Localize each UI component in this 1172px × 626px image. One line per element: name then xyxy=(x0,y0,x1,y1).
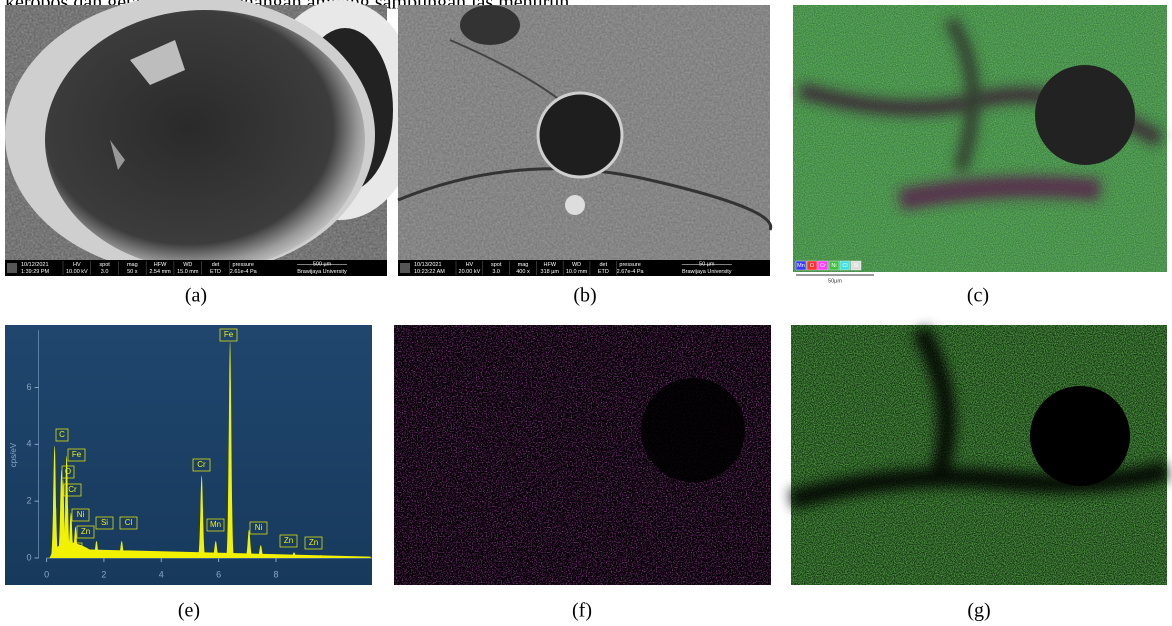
info-field-name: mag xyxy=(518,262,529,268)
logo xyxy=(7,263,17,273)
y-tick-label: 4 xyxy=(27,439,32,449)
lab-name: Brawijaya University xyxy=(682,269,732,275)
peak-label: O xyxy=(65,467,71,476)
x-tick-label: 4 xyxy=(159,569,164,579)
caption: (g) xyxy=(967,600,990,622)
info-date: 10/12/2021 xyxy=(21,262,49,268)
info-field-value: 2.67e-4 Pa xyxy=(617,269,645,275)
peak-label: Cr xyxy=(197,460,206,469)
info-field-name: det xyxy=(212,262,220,268)
sem-image-b xyxy=(398,5,771,276)
element-label: Cr xyxy=(820,263,826,269)
x-tick-label: 6 xyxy=(216,569,221,579)
eds-map-mn xyxy=(394,325,771,585)
x-tick-label: 2 xyxy=(101,569,106,579)
peak-label: Mn xyxy=(210,520,221,529)
info-field-value: 10.00 kV xyxy=(66,269,88,275)
peak-label: Zn xyxy=(309,538,318,547)
caption: (e) xyxy=(178,600,200,622)
element-label: Mn xyxy=(797,263,805,269)
info-date: 10/13/2021 xyxy=(414,262,442,268)
info-field-name: mag xyxy=(127,262,138,268)
info-field-value: 50 x xyxy=(127,269,138,275)
element-label: Si xyxy=(854,263,859,269)
info-field-value: 3.0 xyxy=(101,269,109,275)
logo xyxy=(400,263,410,273)
info-field-name: spot xyxy=(491,262,502,268)
lab-name: Brawijaya University xyxy=(297,269,347,275)
peak-label: Fe xyxy=(224,330,234,339)
info-time: 10:23:22 AM xyxy=(414,269,445,275)
info-field-name: HFW xyxy=(154,262,167,268)
info-field-value: ETD xyxy=(598,269,609,275)
info-field-value: 10.0 mm xyxy=(566,269,588,275)
info-field-value: 400 x xyxy=(516,269,530,275)
caption: (a) xyxy=(185,285,207,307)
info-field-name: WD xyxy=(183,262,192,268)
scale-label: 500 µm xyxy=(313,261,332,267)
element-label: Cl xyxy=(842,263,847,269)
info-field-value: 3.0 xyxy=(492,269,500,275)
info-field-name: spot xyxy=(99,262,110,268)
info-field-name: HFW xyxy=(543,262,556,268)
element-label: O xyxy=(810,263,815,269)
info-field-name: det xyxy=(600,262,608,268)
element-label: Ni xyxy=(831,263,836,269)
figure: kerobos dan getas sehingga tegangan amba… xyxy=(0,0,1172,626)
info-time: 1:39:29 PM xyxy=(21,269,50,275)
y-tick-label: 2 xyxy=(27,496,32,506)
peak-label: Zn xyxy=(81,527,90,536)
info-field-name: HV xyxy=(466,262,474,268)
info-field-name: pressure xyxy=(233,262,254,268)
y-tick-label: 6 xyxy=(27,382,32,392)
info-field-name: pressure xyxy=(619,262,640,268)
figure-page: kerobos dan getas sehingga tegangan amba… xyxy=(0,0,1172,626)
info-field-value: 2.54 mm xyxy=(149,269,171,275)
y-tick-label: 0 xyxy=(27,552,32,562)
x-tick-label: 8 xyxy=(273,569,278,579)
caption: (b) xyxy=(573,285,596,307)
scale-label: 50 µm xyxy=(699,261,715,267)
y-axis-label: cps/eV xyxy=(9,442,18,467)
peak-label: Ni xyxy=(255,523,263,532)
sem-image-a xyxy=(5,0,420,276)
info-field-value: 2.61e-4 Pa xyxy=(230,269,258,275)
info-field-value: 15.0 mm xyxy=(177,269,199,275)
info-field-value: 20.00 kV xyxy=(459,269,481,275)
peak-label: Si xyxy=(101,518,108,527)
peak-label: Cl xyxy=(125,518,133,527)
peak-label: Ni xyxy=(77,510,85,519)
info-field-value: ETD xyxy=(210,269,221,275)
eds-map-overlay xyxy=(793,5,1167,272)
info-field-name: HV xyxy=(73,262,81,268)
peak-label: Cr xyxy=(68,485,77,494)
peak-label: C xyxy=(59,430,65,439)
info-field-name: WD xyxy=(572,262,581,268)
peak-label: Mn xyxy=(68,544,79,553)
peak-label: Zn xyxy=(284,536,293,545)
caption: (c) xyxy=(967,285,989,307)
map-scale-label: 50µm xyxy=(828,278,842,284)
eds-map-fe xyxy=(791,325,1167,585)
peak-label: Fe xyxy=(72,450,82,459)
caption: (f) xyxy=(572,600,592,622)
x-tick-label: 0 xyxy=(44,569,49,579)
info-field-value: 318 µm xyxy=(541,269,560,275)
